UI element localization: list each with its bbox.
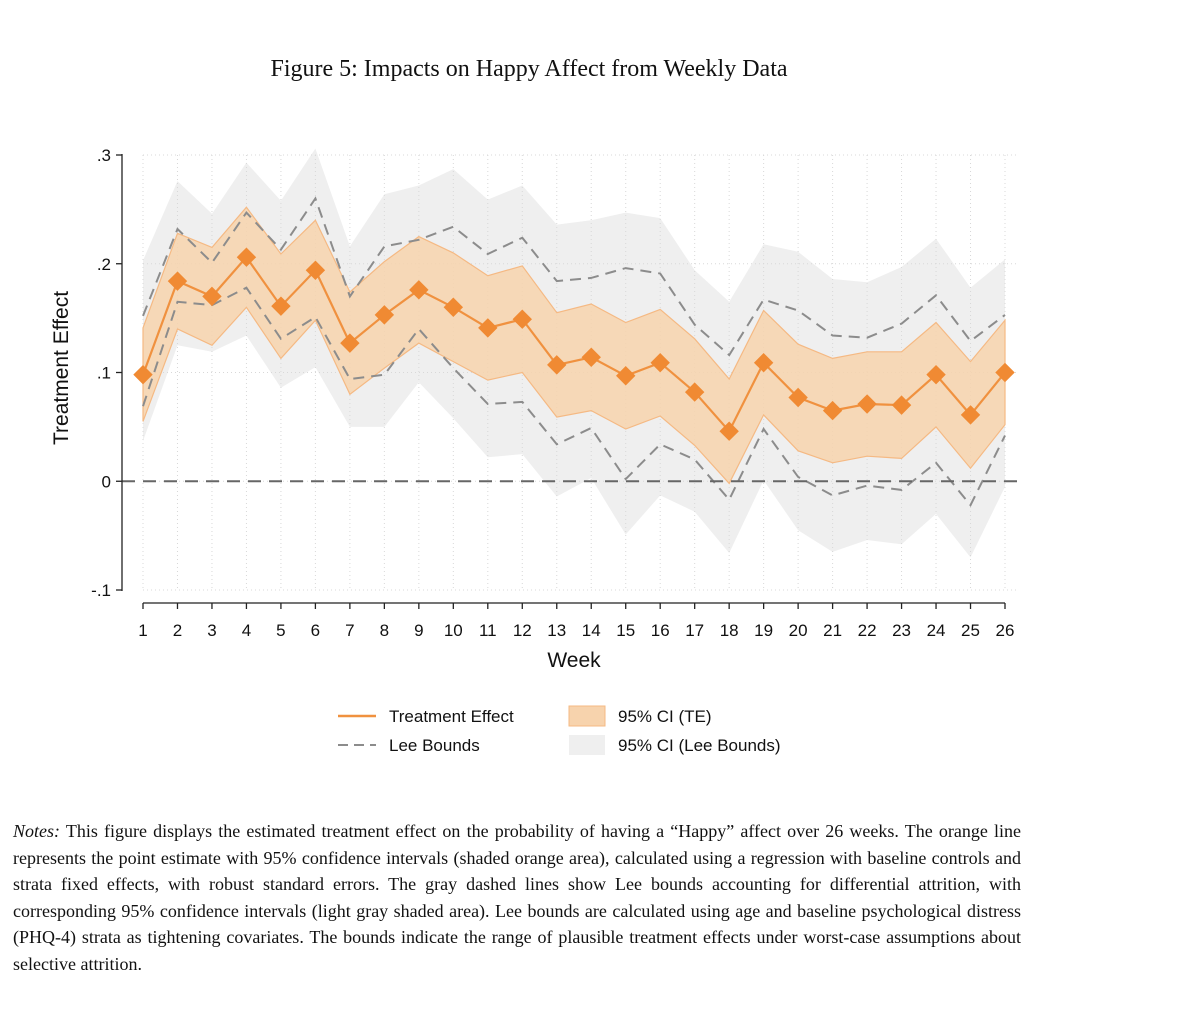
y-tick-label: .3 xyxy=(97,146,111,165)
treatment-effect-layer xyxy=(133,247,1015,441)
notes-text: This figure displays the estimated treat… xyxy=(13,821,1021,974)
x-tick-label: 13 xyxy=(547,621,566,640)
x-tick-label: 3 xyxy=(207,621,216,640)
treatment-effect-point xyxy=(271,296,291,316)
legend-te-ci-swatch xyxy=(568,705,606,727)
y-tick-label: 0 xyxy=(102,472,111,491)
treatment-effect-point xyxy=(236,247,257,267)
x-tick-label: 14 xyxy=(582,621,601,640)
x-tick-label: 15 xyxy=(616,621,635,640)
treatment-effect-point xyxy=(478,318,498,338)
x-tick-label: 7 xyxy=(345,621,354,640)
treatment-effect-point xyxy=(340,333,360,353)
figure-notes: Notes: This figure displays the estimate… xyxy=(13,818,1021,977)
treatment-effect-point xyxy=(650,353,670,373)
x-tick-label: 26 xyxy=(996,621,1015,640)
notes-label: Notes: xyxy=(13,821,60,841)
x-tick-label: 8 xyxy=(380,621,389,640)
treatment-effect-point xyxy=(443,297,464,317)
lee-bound-upper-line xyxy=(142,196,1006,357)
treatment-effect-point xyxy=(202,286,222,307)
x-tick-label: 21 xyxy=(823,621,842,640)
x-tick-label: 19 xyxy=(754,621,773,640)
x-tick-label: 9 xyxy=(414,621,423,640)
x-tick-label: 4 xyxy=(242,621,251,640)
x-tick-label: 24 xyxy=(927,621,946,640)
te-ci-area xyxy=(142,206,1006,485)
x-tick-label: 1 xyxy=(138,621,147,640)
lee-bound-lower-line xyxy=(142,286,1006,508)
legend-lee-ci-label: 95% CI (Lee Bounds) xyxy=(618,736,781,755)
treatment-effect-point xyxy=(133,364,153,385)
x-tick-label: 5 xyxy=(276,621,285,640)
treatment-effect-point xyxy=(374,305,395,325)
x-tick-label: 10 xyxy=(444,621,463,640)
treatment-effect-point xyxy=(547,355,567,375)
treatment-effect-point xyxy=(822,400,843,421)
y-tick-label: .1 xyxy=(97,364,111,383)
legend-te-label: Treatment Effect xyxy=(389,707,514,726)
lee-bounds-layer xyxy=(142,196,1006,508)
treatment-effect-point xyxy=(581,347,601,367)
x-tick-label: 23 xyxy=(892,621,911,640)
treatment-effect-point xyxy=(753,353,774,373)
treatment-effect-point xyxy=(857,394,877,414)
treatment-effect-chart: -.10.1.2.31 2 3 4 5 6 7 8 9 10 11 12 13 14 15 16 17 18 19 2… xyxy=(50,146,1020,755)
legend-te-ci-label: 95% CI (TE) xyxy=(618,707,712,726)
x-tick-label: 6 xyxy=(311,621,320,640)
x-tick-label: 20 xyxy=(789,621,808,640)
x-tick-label: 16 xyxy=(651,621,670,640)
x-tick-label: 11 xyxy=(479,621,497,640)
treatment-effect-point xyxy=(891,395,912,415)
treatment-effect-point xyxy=(616,366,636,386)
treatment-effect-point xyxy=(167,271,188,291)
treatment-effect-point xyxy=(512,309,532,329)
legend-lee-ci-swatch xyxy=(569,735,605,755)
treatment-effect-point xyxy=(788,387,808,408)
treatment-effect-point xyxy=(719,421,739,441)
te-ci-area-layer xyxy=(142,206,1006,485)
treatment-effect-point xyxy=(926,364,946,385)
legend: Treatment Effect Lee Bounds 95% CI (TE) … xyxy=(338,705,781,755)
x-tick-label: 25 xyxy=(961,621,980,640)
y-tick-label: .2 xyxy=(97,255,111,274)
x-tick-label: 22 xyxy=(858,621,877,640)
y-tick-label: -.1 xyxy=(91,581,111,600)
treatment-effect-point xyxy=(409,280,429,300)
treatment-effect-point xyxy=(960,405,981,425)
treatment-effect-point xyxy=(995,362,1015,383)
x-tick-label: 12 xyxy=(513,621,532,640)
y-axis-label: Treatment Effect xyxy=(50,291,73,445)
treatment-effect-point xyxy=(684,382,705,402)
axes-layer: -.10.1.2.31 2 3 4 5 6 7 8 9 10 11 12 13 14 15 16 17 18 19 2… xyxy=(91,146,1014,640)
x-axis-label: Week xyxy=(547,649,601,672)
x-tick-label: 2 xyxy=(173,621,182,640)
x-tick-label: 18 xyxy=(720,621,739,640)
legend-lee-label: Lee Bounds xyxy=(389,736,480,755)
x-tick-label: 17 xyxy=(685,621,704,640)
figure-title: Figure 5: Impacts on Happy Affect from W… xyxy=(270,56,788,82)
treatment-effect-point xyxy=(305,260,326,280)
